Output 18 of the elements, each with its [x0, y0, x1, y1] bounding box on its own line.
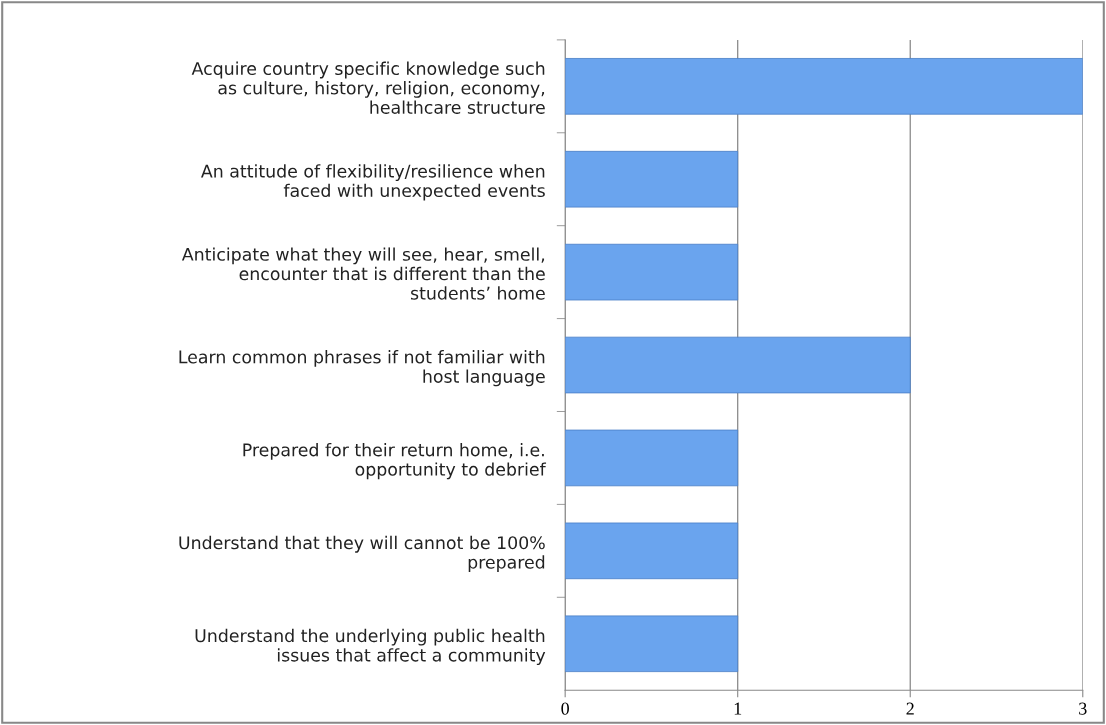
- bar: [565, 58, 1083, 115]
- y-tick-label: Understand the underlying public health issues that affect a community: [195, 628, 546, 665]
- y-tick-label: Prepared for their return home, i.e. opportunity to debrief: [243, 442, 547, 480]
- y-tick-label: An attitude of flexibility/resilience when faced with unexpected events: [201, 164, 545, 201]
- y-tick-label: Anticipate what they will see, hear, smell, encounter that is different than the students’ home: [181, 247, 545, 300]
- y-tick-label: Understand that they will cannot be 100% prepared: [179, 535, 545, 573]
- y-tick-label: Acquire country specific knowledge such as culture, history, religion, economy, healthcare structure: [191, 61, 545, 114]
- x-tick-label: 2: [906, 702, 914, 715]
- bar: [565, 150, 739, 208]
- x-tick-label: 1: [734, 702, 742, 715]
- bar: [565, 615, 739, 673]
- x-tick-label: 0: [561, 702, 569, 715]
- bar: [565, 522, 739, 580]
- x-tick-label: 3: [1079, 702, 1087, 715]
- bar: [565, 429, 739, 487]
- bar: [565, 243, 739, 301]
- bar: [565, 336, 911, 394]
- y-tick-label: Learn common phrases if not familiar with host language: [179, 350, 545, 387]
